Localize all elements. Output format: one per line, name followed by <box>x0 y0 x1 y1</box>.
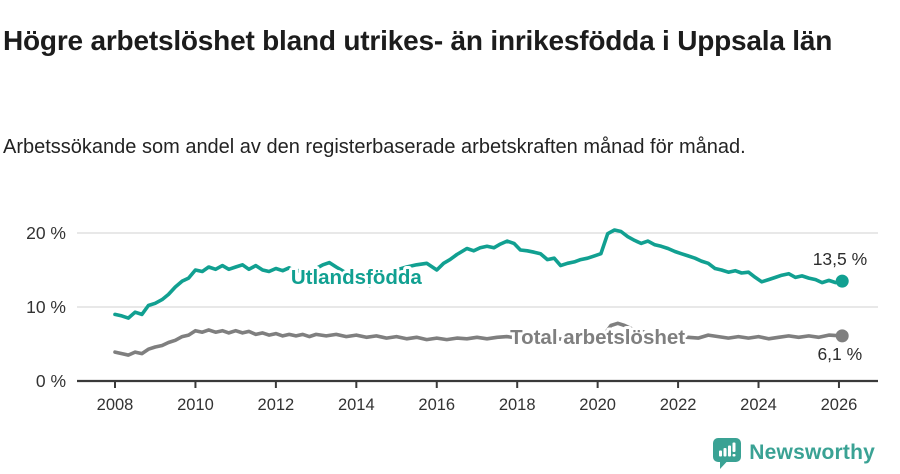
series-inline-label-1: Total arbetslöshet <box>510 326 685 349</box>
y-tick-label: 20 % <box>26 223 66 243</box>
newsworthy-speech-bubble-bar-chart-icon <box>713 437 742 469</box>
x-tick-label: 2012 <box>258 396 295 414</box>
x-tick-label: 2022 <box>660 396 697 414</box>
newsworthy-logo: Newsworthy <box>713 437 875 469</box>
x-tick-label: 2016 <box>418 396 455 414</box>
series-inline-label-0: Utlandsfödda <box>291 266 423 289</box>
chart-subtitle: Arbetssökande som andel av den registerb… <box>3 136 746 158</box>
y-tick-label: 0 % <box>36 371 66 391</box>
series-line-0 <box>113 228 845 320</box>
series-line-1 <box>113 321 845 357</box>
x-tick-label: 2010 <box>177 396 214 414</box>
x-tick-label: 2008 <box>97 396 134 414</box>
y-tick-label: 10 % <box>26 297 66 317</box>
brand-name: Newsworthy <box>749 441 875 464</box>
series-end-value-label-0: 13,5 % <box>813 249 867 269</box>
x-tick-label: 2020 <box>579 396 616 414</box>
x-tick-label: 2024 <box>740 396 777 414</box>
x-tick-label: 2014 <box>338 396 375 414</box>
page-title: Högre arbetslöshet bland utrikes- än inr… <box>3 24 833 56</box>
x-tick-label: 2018 <box>499 396 536 414</box>
series-end-dot-0 <box>835 274 849 288</box>
series-end-value-label-1: 6,1 % <box>817 344 862 364</box>
series-end-dot-1 <box>835 329 849 343</box>
x-tick-label: 2026 <box>821 396 858 414</box>
